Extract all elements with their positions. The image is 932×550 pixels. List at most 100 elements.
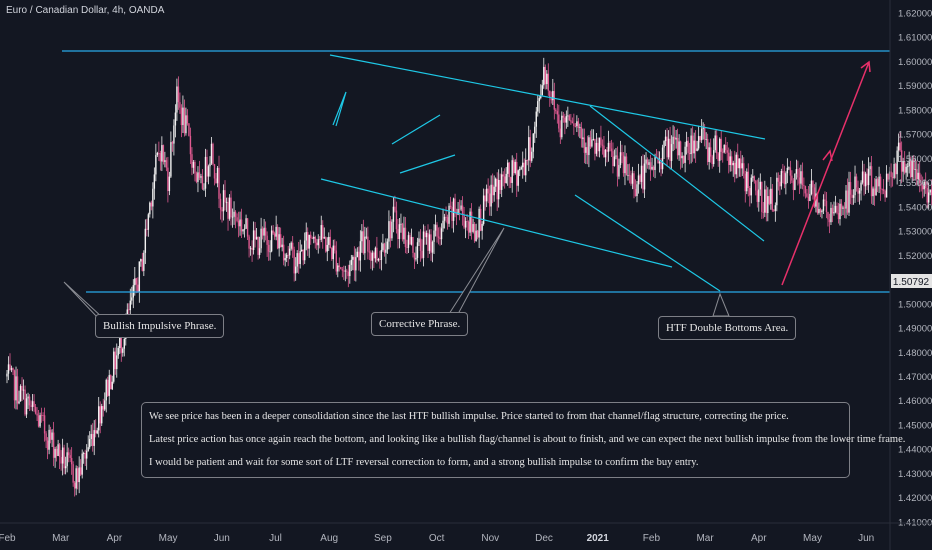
candle-body xyxy=(694,140,697,151)
candle-body xyxy=(786,167,789,174)
small-flag-2-bottom[interactable] xyxy=(399,154,456,174)
candle-body xyxy=(744,173,746,192)
candle-body xyxy=(25,398,28,415)
candle-body xyxy=(270,230,273,252)
candle-body xyxy=(383,243,386,253)
candle-body xyxy=(344,270,347,272)
candle-body xyxy=(583,137,586,153)
candle-body xyxy=(116,355,118,370)
candle-body xyxy=(535,111,537,127)
candle-body xyxy=(511,160,513,183)
candle-body xyxy=(209,163,211,167)
candle-body xyxy=(194,161,196,174)
candle-body xyxy=(200,176,202,178)
y-tick-label: 1.53000 xyxy=(898,227,932,238)
candle-body xyxy=(40,415,43,416)
candle-body xyxy=(319,239,321,240)
price-axis[interactable]: 1.62000 1.61000 1.60000 1.59000 1.58000 1.570… xyxy=(889,0,932,550)
candle-body xyxy=(705,139,707,140)
wedge-top-line[interactable] xyxy=(589,105,765,242)
candle-body xyxy=(448,205,450,224)
candle-body xyxy=(708,147,710,162)
candle-body xyxy=(903,161,906,173)
candle-body xyxy=(261,228,264,236)
small-flag-1[interactable] xyxy=(332,91,347,127)
candle-body xyxy=(210,143,213,164)
candle-body xyxy=(425,232,428,238)
candle-body xyxy=(669,138,671,161)
candle-body xyxy=(576,121,578,127)
candle-body xyxy=(550,97,553,101)
candle-body xyxy=(75,468,77,489)
candle-body xyxy=(570,120,572,122)
candle-body xyxy=(729,156,731,165)
candle-body xyxy=(269,251,271,253)
candle-body xyxy=(479,208,482,231)
candle-body xyxy=(834,205,837,213)
wedge-bottom-line[interactable] xyxy=(574,194,721,292)
candle-body xyxy=(279,234,282,248)
candle-body xyxy=(73,482,76,489)
candle-body xyxy=(487,188,489,194)
candle-body xyxy=(428,234,431,251)
y-tick-label: 1.42000 xyxy=(898,493,932,504)
candle-body xyxy=(555,109,557,112)
trendline-drawings[interactable] xyxy=(62,50,932,319)
candle-body xyxy=(625,156,628,176)
candle-body xyxy=(586,147,589,156)
y-tick-label: 1.62000 xyxy=(898,8,932,19)
candle-body xyxy=(743,163,745,174)
candle-body xyxy=(101,406,103,424)
candle-body xyxy=(264,227,267,236)
candle-body xyxy=(851,194,853,198)
candle-body xyxy=(407,235,410,248)
candle-body xyxy=(334,245,336,251)
candle-body xyxy=(821,210,823,213)
candle-body xyxy=(215,178,217,184)
candle-body xyxy=(774,205,777,211)
x-tick-label: Oct xyxy=(429,533,445,544)
candle-body xyxy=(758,189,760,202)
small-flag-2-top[interactable] xyxy=(391,114,441,145)
candle-body xyxy=(72,464,74,483)
candle-body xyxy=(207,166,210,177)
candle-body xyxy=(82,453,85,454)
x-tick-label: Nov xyxy=(481,533,499,544)
bullish-arrow[interactable] xyxy=(781,60,871,286)
candle-body xyxy=(640,165,643,182)
candle-body xyxy=(252,230,255,251)
x-tick-label: Mar xyxy=(52,533,70,544)
candle-body xyxy=(352,256,354,260)
channel-bottom-line[interactable] xyxy=(320,178,673,268)
candle-body xyxy=(667,138,670,158)
candle-body xyxy=(603,145,605,158)
candle-body xyxy=(918,172,921,183)
callout-bullish-impulse: Bullish Impulsive Phrase. xyxy=(95,314,225,338)
candle-body xyxy=(114,351,116,370)
y-tick-label: 1.48000 xyxy=(898,348,932,359)
candle-body xyxy=(616,155,619,177)
candle-body xyxy=(368,251,371,253)
candle-body xyxy=(873,188,876,196)
candle-body xyxy=(107,379,109,396)
candle-body xyxy=(400,223,402,225)
candle-body xyxy=(451,207,453,221)
channel-top-line[interactable] xyxy=(329,54,766,140)
candle-body xyxy=(571,121,574,124)
candle-body xyxy=(519,169,521,171)
candle-body xyxy=(648,162,650,165)
candle-body xyxy=(322,225,324,239)
candle-body xyxy=(440,228,443,240)
candle-body xyxy=(37,415,40,427)
candle-body xyxy=(929,189,931,193)
candle-body xyxy=(176,86,178,113)
candle-body xyxy=(568,115,571,121)
candle-body xyxy=(842,207,844,209)
candle-body xyxy=(861,171,864,183)
candle-body xyxy=(485,188,488,202)
candle-body xyxy=(171,142,174,144)
time-axis[interactable]: Feb Mar Apr May Jun Jul Aug Sep Oct Nov Dec 2021 Feb… xyxy=(0,522,932,544)
candle-body xyxy=(792,180,795,190)
candle-body xyxy=(735,154,737,175)
